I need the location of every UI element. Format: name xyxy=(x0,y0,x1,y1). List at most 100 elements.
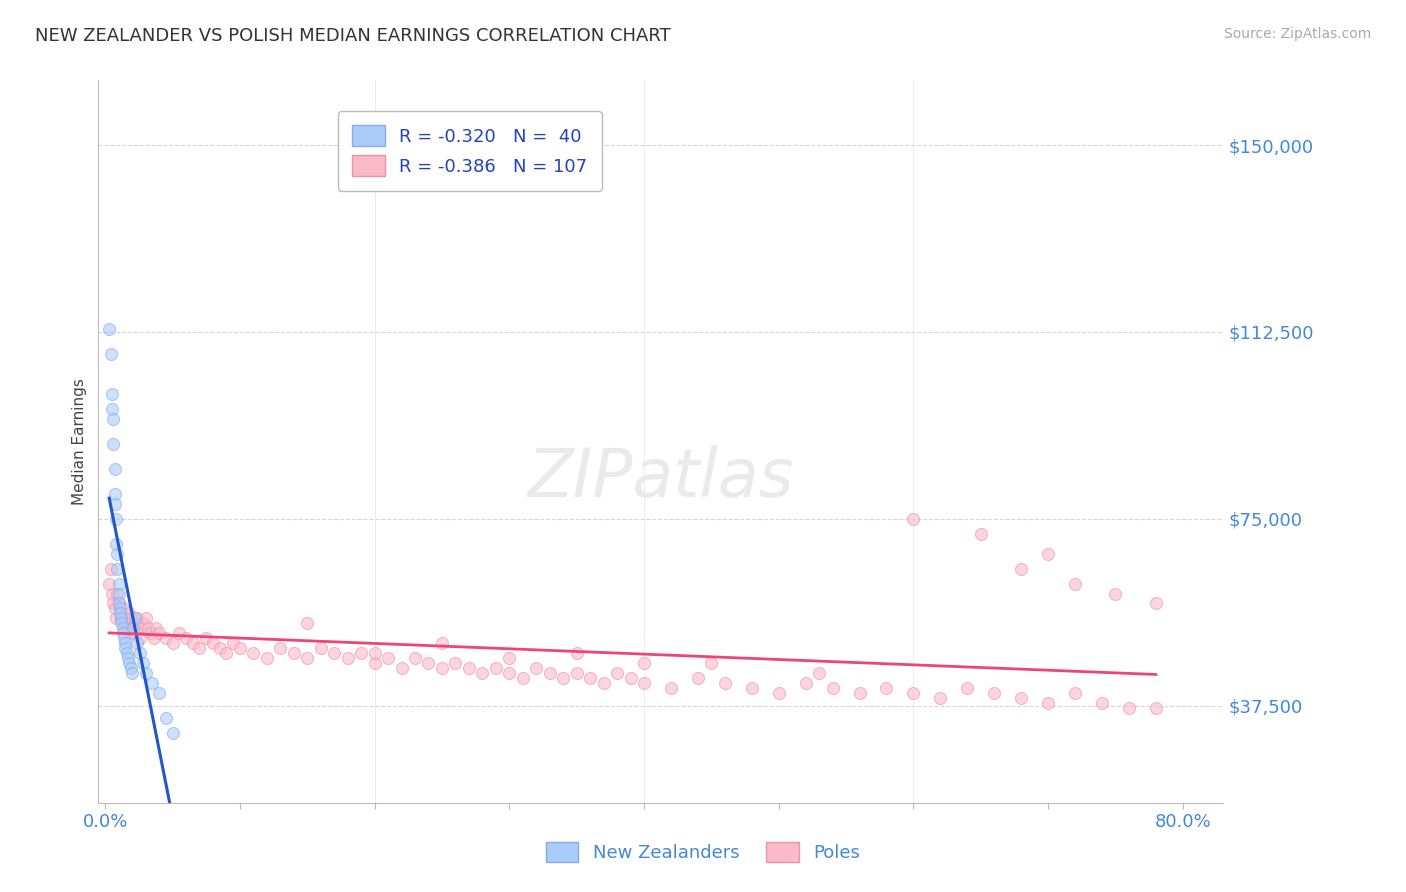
Point xyxy=(129,646,152,660)
Point xyxy=(103,597,125,611)
Point xyxy=(1144,597,1167,611)
Point xyxy=(256,651,278,665)
Point xyxy=(122,621,145,635)
Point xyxy=(104,611,127,625)
Point xyxy=(633,657,655,671)
Point xyxy=(103,601,125,615)
Point xyxy=(110,611,132,625)
Point xyxy=(105,561,128,575)
Point xyxy=(553,671,575,685)
Point xyxy=(457,661,479,675)
Point xyxy=(512,671,534,685)
Point xyxy=(162,726,184,740)
Point xyxy=(363,657,385,671)
Point xyxy=(848,686,870,700)
Point xyxy=(283,646,305,660)
Point xyxy=(633,676,655,690)
Point xyxy=(108,607,131,621)
Point xyxy=(498,666,520,681)
Point xyxy=(124,616,146,631)
Legend: New Zealanders, Poles: New Zealanders, Poles xyxy=(538,834,868,870)
Point xyxy=(297,651,319,665)
Point xyxy=(592,676,614,690)
Point xyxy=(391,661,413,675)
Point xyxy=(188,641,211,656)
Point xyxy=(167,626,190,640)
Point xyxy=(309,641,332,656)
Point xyxy=(404,651,426,665)
Point xyxy=(114,641,136,656)
Point xyxy=(606,666,628,681)
Point xyxy=(103,497,125,511)
Point xyxy=(430,661,453,675)
Point xyxy=(1064,576,1087,591)
Point xyxy=(107,586,129,600)
Point xyxy=(1010,691,1032,706)
Point xyxy=(111,601,134,615)
Point xyxy=(1036,696,1059,710)
Point xyxy=(101,387,124,401)
Point xyxy=(1091,696,1114,710)
Point xyxy=(1036,547,1059,561)
Point xyxy=(112,616,135,631)
Point xyxy=(145,621,167,635)
Point xyxy=(128,621,150,635)
Legend: R = -0.320   N =  40, R = -0.386   N = 107: R = -0.320 N = 40, R = -0.386 N = 107 xyxy=(337,111,602,191)
Point xyxy=(136,621,159,635)
Point xyxy=(103,462,125,476)
Point xyxy=(135,611,157,625)
Y-axis label: Median Earnings: Median Earnings xyxy=(72,378,87,505)
Point xyxy=(112,632,135,646)
Point xyxy=(430,636,453,650)
Text: Source: ZipAtlas.com: Source: ZipAtlas.com xyxy=(1223,27,1371,41)
Point xyxy=(471,666,494,681)
Point xyxy=(222,636,245,650)
Point xyxy=(875,681,897,696)
Point xyxy=(103,412,125,426)
Point xyxy=(104,537,127,551)
Point xyxy=(155,711,177,725)
Point xyxy=(1064,686,1087,700)
Text: NEW ZEALANDER VS POLISH MEDIAN EARNINGS CORRELATION CHART: NEW ZEALANDER VS POLISH MEDIAN EARNINGS … xyxy=(35,27,671,45)
Point xyxy=(579,671,602,685)
Point xyxy=(100,347,122,361)
Point xyxy=(114,636,136,650)
Point xyxy=(98,322,121,336)
Point xyxy=(115,621,138,635)
Point xyxy=(229,641,252,656)
Point xyxy=(114,611,136,625)
Point xyxy=(127,611,149,625)
Point xyxy=(110,611,132,625)
Point xyxy=(1010,561,1032,575)
Point xyxy=(903,686,925,700)
Point xyxy=(808,666,831,681)
Point xyxy=(142,632,165,646)
Point xyxy=(101,402,124,417)
Point xyxy=(524,661,547,675)
Point xyxy=(162,636,184,650)
Point xyxy=(111,626,134,640)
Point xyxy=(201,636,224,650)
Point xyxy=(538,666,561,681)
Point xyxy=(686,671,709,685)
Point xyxy=(100,561,122,575)
Point xyxy=(139,626,162,640)
Point xyxy=(118,657,141,671)
Point xyxy=(111,621,134,635)
Point xyxy=(700,657,723,671)
Point xyxy=(565,646,588,660)
Point xyxy=(741,681,763,696)
Point xyxy=(1118,701,1140,715)
Point xyxy=(132,616,155,631)
Point xyxy=(565,666,588,681)
Point xyxy=(903,512,925,526)
Point xyxy=(323,646,346,660)
Point xyxy=(101,586,124,600)
Point xyxy=(117,616,139,631)
Point xyxy=(363,646,385,660)
Point xyxy=(215,646,238,660)
Point xyxy=(105,547,128,561)
Point xyxy=(129,632,152,646)
Point xyxy=(115,646,138,660)
Point xyxy=(125,626,148,640)
